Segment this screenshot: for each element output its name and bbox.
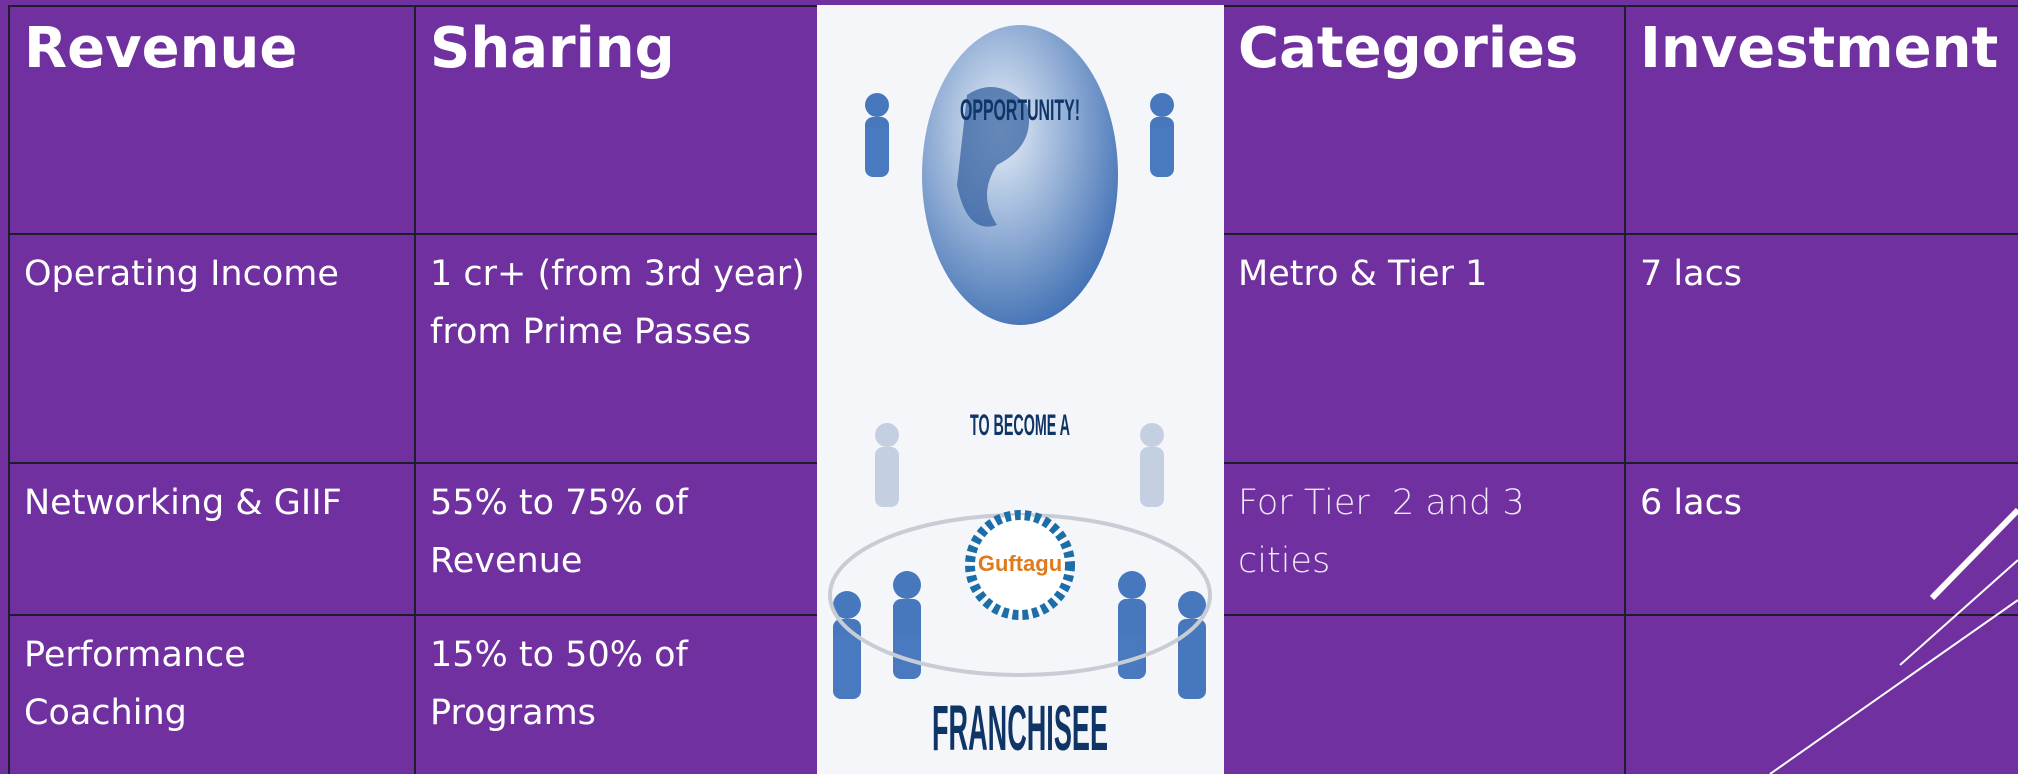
image-middle-text: TO BECOME A <box>970 409 1070 442</box>
table-cell: 1 cr+ (from 3rd year) from Prime Passes <box>414 233 819 464</box>
table-cell <box>1222 614 1626 774</box>
column-header: Revenue <box>8 5 416 235</box>
table-cell: 15% to 50% of Programs <box>414 614 819 774</box>
image-bottom-text: FRANCHISEE <box>932 692 1108 764</box>
table-cell: Operating Income <box>8 233 416 464</box>
table-cell: 7 lacs <box>1624 233 2018 464</box>
table-cell: Metro & Tier 1 <box>1222 233 1626 464</box>
column-header: Investment <box>1624 5 2018 235</box>
table-cell: For Tier 2 and 3 cities <box>1222 462 1626 616</box>
logo-text: Guftagu <box>978 551 1062 576</box>
column-header: Categories <box>1222 5 1626 235</box>
image-top-text: OPPORTUNITY! <box>960 94 1080 127</box>
decor-lines <box>1769 507 2018 774</box>
table-cell: Performance Coaching <box>8 614 416 774</box>
column-header: Sharing <box>414 5 819 235</box>
table-cell: 55% to 75% of Revenue <box>414 462 819 616</box>
franchise-image: OPPORTUNITY! TO BECOME A Guftagu FRANCHI… <box>817 5 1224 774</box>
table-cell: Networking & GIIF <box>8 462 416 616</box>
